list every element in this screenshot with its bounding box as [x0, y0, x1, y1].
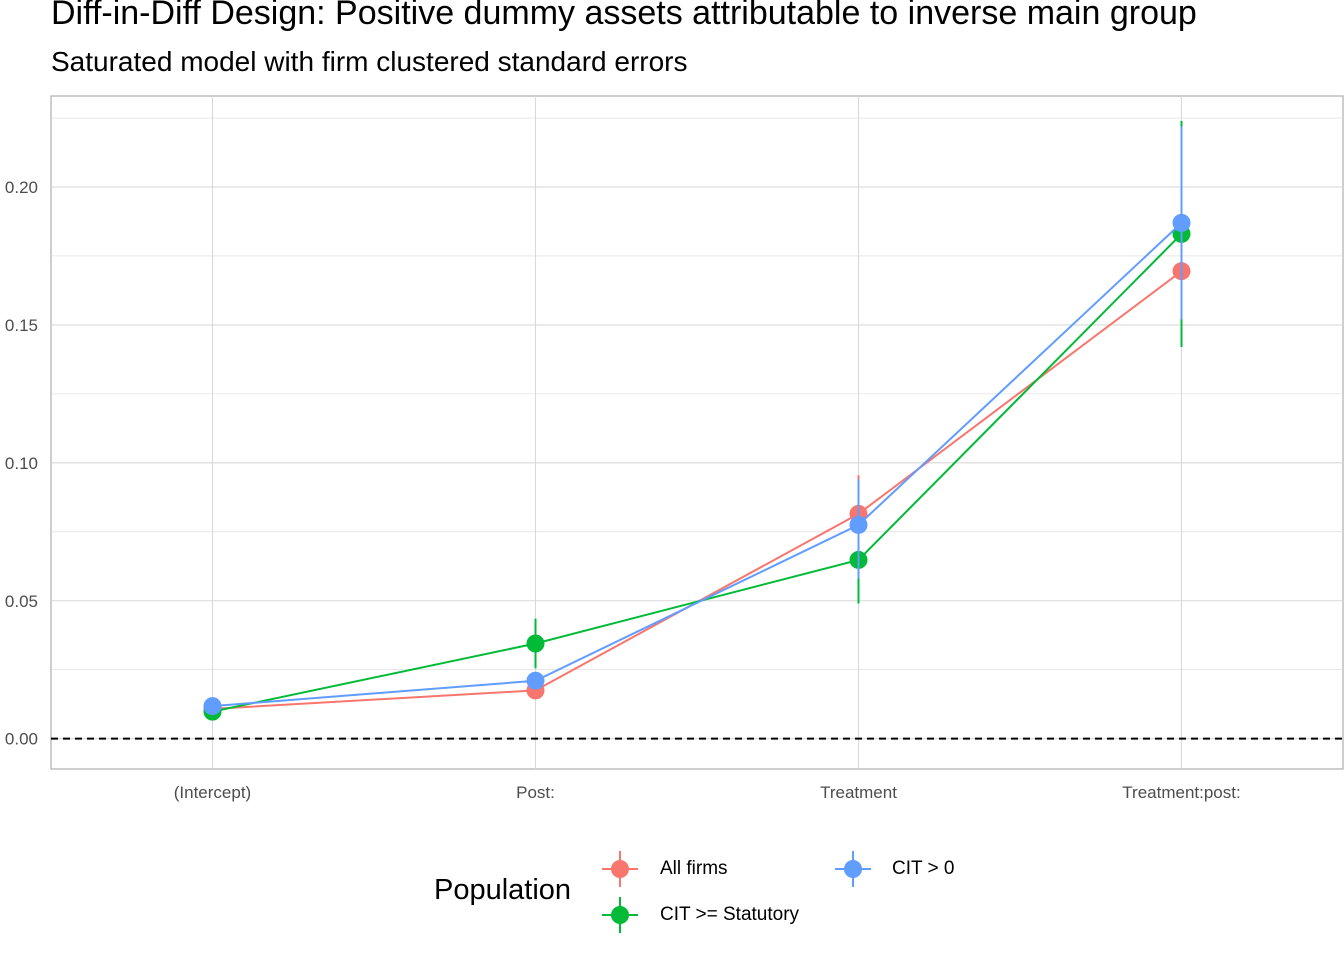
data-point — [203, 697, 222, 716]
x-tick-label: (Intercept) — [174, 783, 251, 802]
chart-title: Diff-in-Diff Design: Positive dummy asse… — [51, 0, 1197, 32]
y-tick-label: 0.20 — [5, 178, 38, 197]
data-point — [526, 634, 545, 653]
legend-key-point — [611, 860, 629, 878]
legend-keys — [602, 851, 871, 933]
y-tick-label: 0.10 — [5, 454, 38, 473]
series-2 — [203, 126, 1191, 716]
series-layer — [203, 120, 1191, 721]
data-point — [849, 515, 868, 534]
y-tick-label: 0.15 — [5, 316, 38, 335]
x-tick-label: Treatment — [820, 783, 897, 802]
x-tick-label: Treatment:post: — [1122, 783, 1240, 802]
data-point — [1172, 213, 1191, 232]
x-axis-ticks: (Intercept) Post: Treatment Treatment:post: — [174, 783, 1241, 802]
y-tick-label: 0.05 — [5, 592, 38, 611]
legend-key-point — [844, 860, 862, 878]
plot-panel — [50, 95, 1344, 770]
chart-subtitle: Saturated model with firm clustered stan… — [51, 46, 688, 77]
x-tick-label: Post: — [516, 783, 555, 802]
series-line — [212, 222, 1183, 708]
data-point — [526, 671, 545, 690]
y-axis-ticks: 0.00 0.05 0.10 0.15 0.20 — [5, 178, 38, 749]
legend-key-point — [611, 906, 629, 924]
y-tick-label: 0.00 — [5, 730, 38, 749]
